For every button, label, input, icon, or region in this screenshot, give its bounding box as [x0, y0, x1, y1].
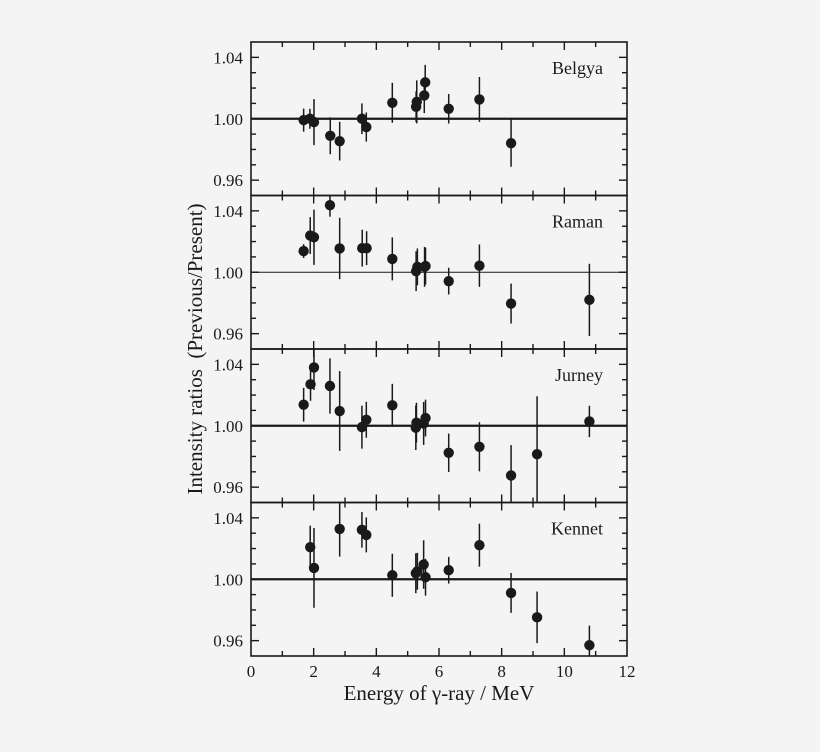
data-point [531, 448, 543, 460]
data-point [305, 379, 316, 390]
data-point [474, 94, 485, 105]
data-point [505, 587, 517, 599]
data-point [387, 253, 398, 265]
y-tick-label: 1.00 [213, 263, 243, 282]
data-point [474, 539, 485, 551]
x-axis-label: Energy of γ-ray / MeV [344, 681, 535, 705]
data-point [443, 564, 454, 576]
data-point [361, 414, 372, 425]
data-point [308, 232, 320, 243]
data-point [334, 405, 345, 417]
data-point [325, 130, 336, 141]
data-point [531, 612, 543, 623]
data-point [443, 447, 454, 458]
data-point [324, 199, 336, 211]
data-point [505, 298, 517, 309]
data-point [387, 570, 398, 581]
data-point [334, 135, 345, 147]
x-tick-label: 6 [435, 662, 444, 681]
panel-label: Belgya [552, 58, 603, 78]
data-point [584, 294, 595, 306]
data-point [505, 137, 517, 149]
data-point [361, 121, 372, 133]
data-point [387, 97, 398, 108]
data-point [387, 400, 398, 411]
y-tick-label: 1.04 [213, 355, 243, 374]
data-point [505, 470, 517, 481]
x-tick-label: 12 [619, 662, 636, 681]
data-point [419, 90, 430, 101]
x-tick-label: 10 [556, 662, 573, 681]
data-point [420, 572, 431, 583]
data-point [305, 541, 316, 553]
data-point [334, 243, 345, 254]
x-tick-label: 2 [309, 662, 318, 681]
data-point [308, 362, 320, 373]
data-point [412, 261, 423, 273]
data-point [361, 529, 372, 541]
y-tick-label: 0.96 [213, 171, 243, 190]
panel-label: Jurney [555, 365, 603, 385]
y-axis-label: Intensity ratios (Previous/Present) [183, 203, 207, 494]
y-tick-label: 0.96 [213, 325, 243, 344]
y-tick-label: 1.00 [213, 417, 243, 436]
y-tick-label: 1.00 [213, 570, 243, 589]
data-point [443, 103, 454, 114]
data-point [474, 260, 485, 271]
y-tick-label: 1.04 [213, 48, 243, 67]
data-point [584, 416, 595, 427]
data-point [474, 441, 485, 452]
data-point [308, 116, 320, 128]
y-tick-label: 1.04 [213, 509, 243, 528]
panel-label: Raman [552, 212, 603, 232]
x-tick-label: 4 [372, 662, 381, 681]
y-tick-label: 1.00 [213, 110, 243, 129]
data-point [420, 412, 431, 424]
y-tick-label: 0.96 [213, 478, 243, 497]
data-point [584, 640, 595, 651]
data-point [324, 380, 336, 392]
data-point [298, 399, 309, 410]
data-point [418, 559, 429, 570]
data-point [356, 113, 368, 124]
data-point [361, 242, 372, 254]
data-point [443, 275, 454, 287]
data-point [411, 96, 422, 108]
x-tick-label: 8 [497, 662, 506, 681]
x-tick-label: 0 [247, 662, 256, 681]
data-point [308, 562, 320, 574]
data-point [334, 523, 345, 535]
data-point [420, 77, 431, 88]
y-tick-label: 1.04 [213, 202, 243, 221]
data-point [298, 245, 309, 257]
data-point [412, 566, 423, 577]
panel-label: Kennet [551, 519, 603, 539]
y-tick-label: 0.96 [213, 632, 243, 651]
data-point [420, 260, 431, 272]
